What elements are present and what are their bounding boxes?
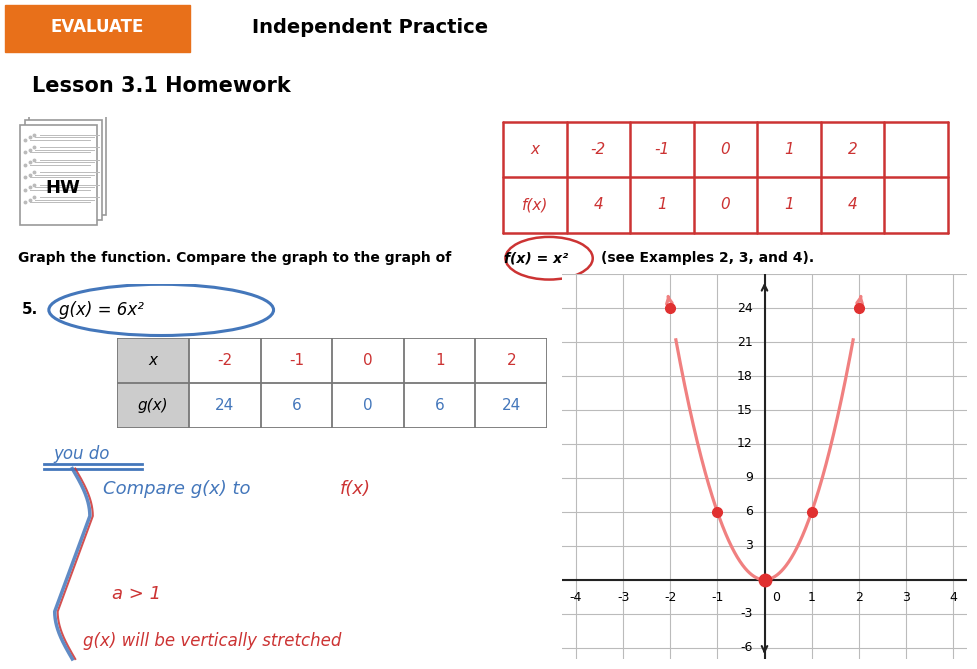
Text: 2: 2 [855, 591, 863, 604]
Text: 2: 2 [506, 353, 516, 368]
Text: -1: -1 [289, 353, 304, 368]
Text: 12: 12 [737, 438, 752, 450]
Text: -1: -1 [655, 142, 669, 157]
FancyBboxPatch shape [5, 5, 190, 52]
Text: Independent Practice: Independent Practice [252, 18, 488, 37]
Text: g(x) = 6x²: g(x) = 6x² [59, 301, 144, 319]
Text: 6: 6 [435, 398, 445, 413]
Text: 24: 24 [501, 398, 521, 413]
Text: 3: 3 [744, 539, 752, 553]
Text: EVALUATE: EVALUATE [50, 18, 144, 36]
Text: HW: HW [46, 179, 80, 197]
Text: -2: -2 [591, 142, 606, 157]
Text: -1: -1 [711, 591, 724, 604]
Text: -3: -3 [741, 607, 752, 620]
Text: g(x): g(x) [138, 398, 168, 413]
FancyBboxPatch shape [24, 120, 102, 220]
Text: 6: 6 [744, 505, 752, 518]
Text: 24: 24 [737, 302, 752, 314]
Text: g(x) will be vertically stretched: g(x) will be vertically stretched [83, 632, 341, 650]
Text: a > 1: a > 1 [112, 585, 161, 603]
Text: 4: 4 [949, 591, 957, 604]
Text: (see Examples 2, 3, and 4).: (see Examples 2, 3, and 4). [602, 252, 815, 265]
FancyBboxPatch shape [117, 338, 189, 383]
FancyBboxPatch shape [117, 383, 189, 428]
Text: 6: 6 [291, 398, 301, 413]
FancyBboxPatch shape [29, 115, 106, 215]
Text: f(x): f(x) [522, 197, 548, 212]
Text: 24: 24 [215, 398, 234, 413]
Text: you do: you do [54, 444, 110, 462]
Text: 1: 1 [785, 142, 793, 157]
Text: 2: 2 [848, 142, 857, 157]
Text: 18: 18 [737, 369, 752, 383]
Text: 21: 21 [737, 336, 752, 349]
Text: -6: -6 [741, 641, 752, 654]
Text: Lesson 3.1 Homework: Lesson 3.1 Homework [32, 76, 290, 96]
Text: x: x [149, 353, 157, 368]
Text: 3: 3 [902, 591, 910, 604]
Text: 0: 0 [721, 197, 730, 212]
Text: 1: 1 [785, 197, 793, 212]
Text: 0: 0 [772, 591, 781, 604]
Text: 5.: 5. [21, 302, 38, 317]
Text: x: x [531, 142, 539, 157]
Text: 9: 9 [744, 472, 752, 484]
Text: 1: 1 [658, 197, 666, 212]
Text: -2: -2 [217, 353, 233, 368]
Text: 1: 1 [808, 591, 816, 604]
Text: 1: 1 [435, 353, 445, 368]
Text: 0: 0 [363, 353, 373, 368]
Text: 0: 0 [721, 142, 730, 157]
Text: Compare g(x) to: Compare g(x) to [103, 480, 256, 498]
Text: -4: -4 [570, 591, 582, 604]
Text: f(x) = x²: f(x) = x² [504, 252, 569, 265]
Text: f(x): f(x) [340, 480, 371, 498]
Text: Graph the function. Compare the graph to the graph of: Graph the function. Compare the graph to… [18, 252, 455, 265]
FancyBboxPatch shape [20, 125, 97, 225]
Text: 4: 4 [848, 197, 857, 212]
Text: -2: -2 [664, 591, 676, 604]
Text: 4: 4 [594, 197, 603, 212]
Text: -3: -3 [616, 591, 629, 604]
Text: 0: 0 [363, 398, 373, 413]
Text: 15: 15 [737, 403, 752, 417]
